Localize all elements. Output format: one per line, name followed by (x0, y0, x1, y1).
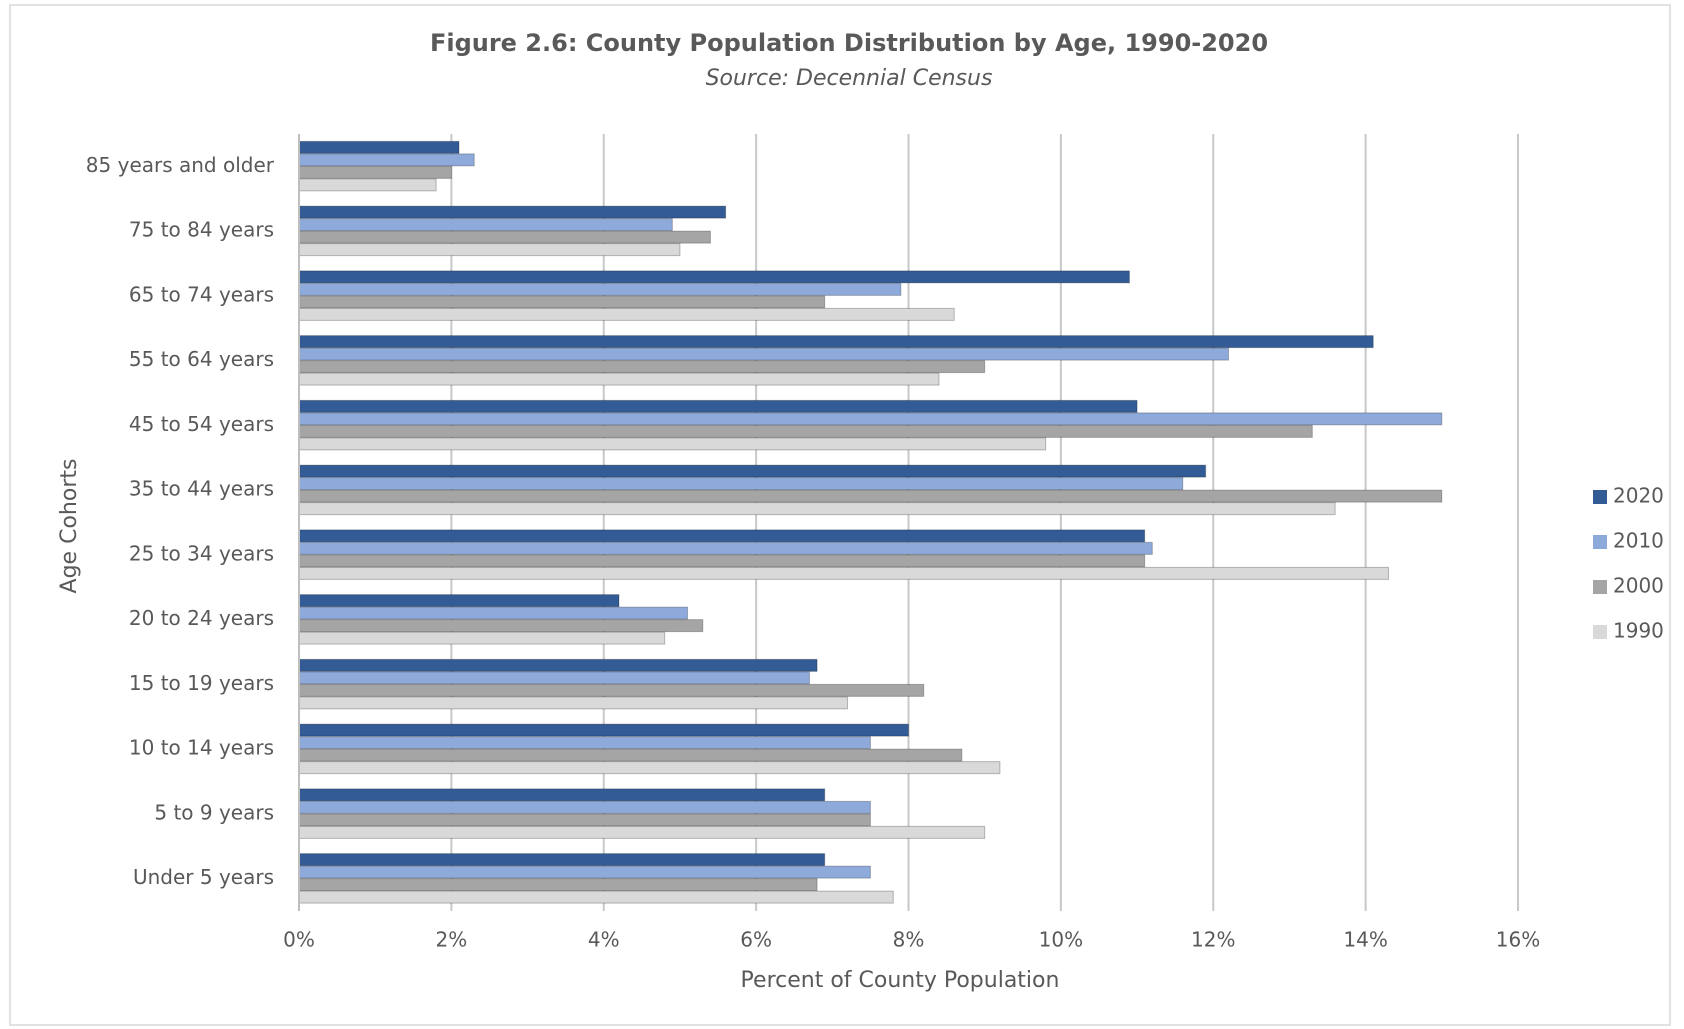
bar (298, 890, 894, 904)
bar (298, 853, 826, 867)
bar (298, 696, 849, 710)
bar (298, 566, 1389, 580)
y-tick-label: 75 to 84 years (129, 218, 274, 242)
legend-label: 2000 (1613, 574, 1664, 598)
bar (298, 165, 452, 179)
bar (298, 437, 1047, 451)
bar (298, 723, 909, 737)
y-tick-label: 85 years and older (86, 153, 275, 177)
x-tick-label: 16% (1496, 928, 1540, 952)
bar (298, 594, 620, 608)
bar (298, 412, 1443, 426)
y-tick-label: 45 to 54 years (129, 412, 274, 436)
bar (298, 140, 460, 154)
bar (298, 671, 810, 685)
bar (298, 153, 475, 167)
chart-border (9, 4, 1671, 1026)
chart-subtitle: Source: Decennial Census (706, 66, 993, 91)
legend-label: 2010 (1613, 529, 1664, 553)
bar (298, 529, 1146, 543)
legend-swatch (1593, 535, 1607, 549)
bar (298, 372, 940, 386)
bar (298, 360, 986, 374)
bar (298, 748, 963, 762)
bar (298, 335, 1374, 349)
bar (298, 464, 1207, 478)
y-tick-label: 55 to 64 years (129, 347, 274, 371)
x-tick-label: 2% (436, 928, 468, 952)
bar (298, 541, 1153, 555)
y-tick-label: 5 to 9 years (154, 800, 274, 824)
bar (298, 489, 1443, 503)
bar (298, 554, 1146, 568)
bar (298, 347, 1229, 361)
bar (298, 658, 818, 672)
bar (298, 477, 1184, 491)
x-tick-label: 14% (1343, 928, 1387, 952)
legend-swatch (1593, 580, 1607, 594)
bar (298, 270, 1130, 284)
bar (298, 761, 1001, 775)
y-tick-label: 15 to 19 years (129, 671, 274, 695)
bar (298, 295, 826, 309)
bar (298, 424, 1313, 438)
x-tick-label: 0% (283, 928, 315, 952)
bar (298, 788, 826, 802)
bar (298, 307, 955, 321)
bar (298, 205, 727, 219)
y-tick-label: 35 to 44 years (129, 477, 274, 501)
y-tick-label: 65 to 74 years (129, 282, 274, 306)
bar (298, 825, 986, 839)
bar (298, 230, 711, 244)
bar (298, 243, 681, 257)
bar (298, 399, 1138, 413)
legend-swatch (1593, 625, 1607, 639)
bar (298, 502, 1336, 516)
bar (298, 813, 871, 827)
bar (298, 619, 704, 633)
bar (298, 631, 666, 645)
bar (298, 800, 871, 814)
chart-title: Figure 2.6: County Population Distributi… (430, 29, 1268, 57)
bar (298, 606, 689, 620)
x-tick-label: 10% (1039, 928, 1083, 952)
x-axis-label: Percent of County Population (741, 968, 1060, 993)
legend-swatch (1593, 490, 1607, 504)
x-tick-label: 6% (740, 928, 772, 952)
y-tick-label: Under 5 years (133, 865, 274, 889)
bar (298, 218, 673, 232)
legend-label: 2020 (1613, 484, 1664, 508)
x-tick-label: 8% (893, 928, 925, 952)
bar (298, 282, 902, 296)
bar (298, 683, 925, 697)
x-tick-label: 12% (1191, 928, 1235, 952)
y-tick-label: 20 to 24 years (129, 606, 274, 630)
bar (298, 878, 818, 892)
bar (298, 865, 871, 879)
legend-label: 1990 (1613, 619, 1664, 643)
x-tick-label: 4% (588, 928, 620, 952)
bar (298, 178, 437, 192)
y-tick-label: 25 to 34 years (129, 541, 274, 565)
bar (298, 736, 871, 750)
y-tick-label: 10 to 14 years (129, 736, 274, 760)
y-axis-label: Age Cohorts (57, 459, 82, 594)
